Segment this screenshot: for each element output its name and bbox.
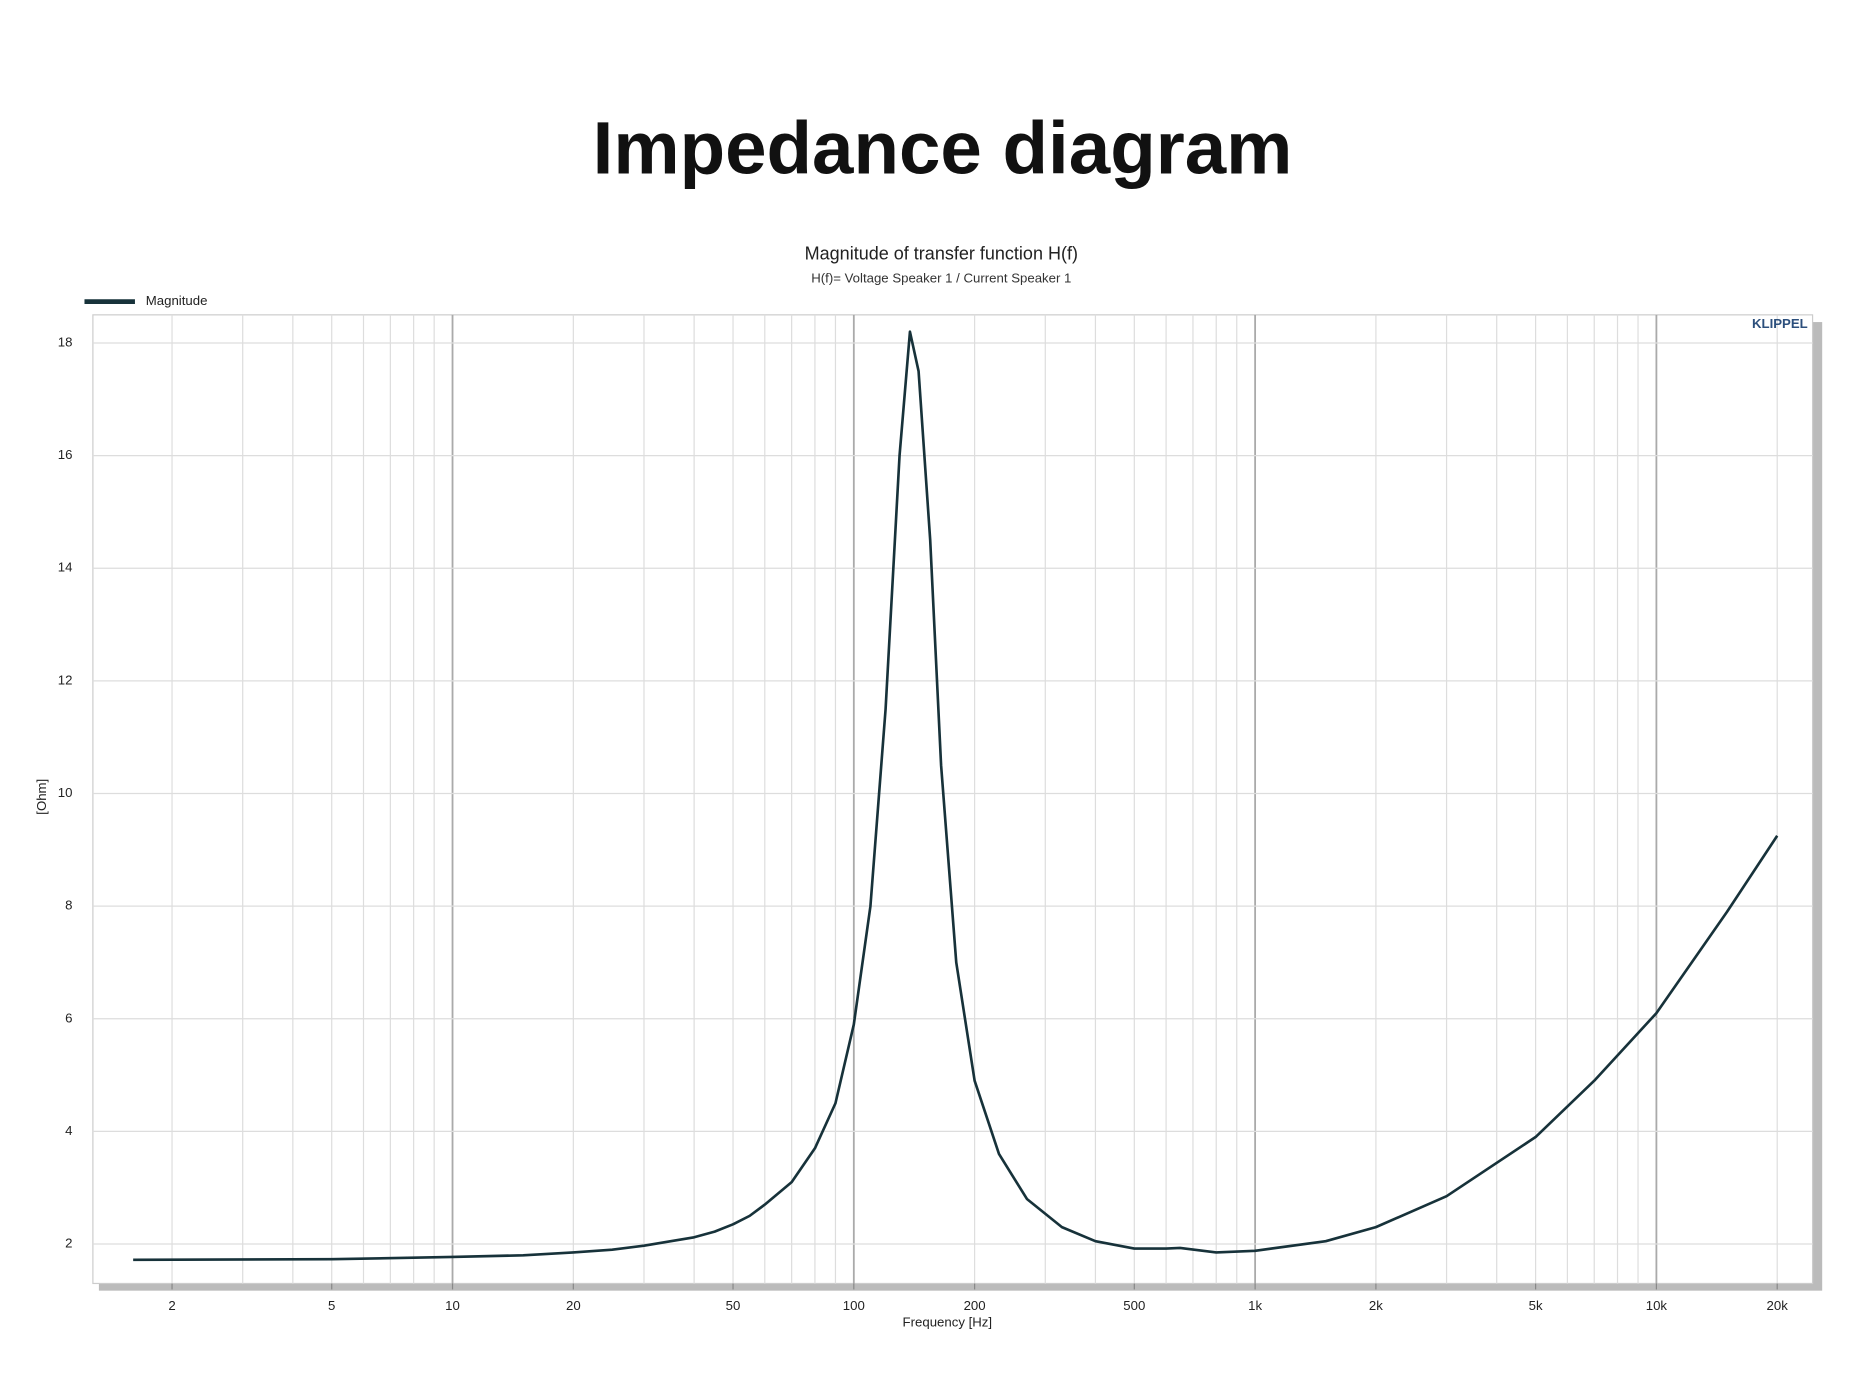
watermark: KLIPPEL bbox=[1752, 316, 1808, 331]
line-series bbox=[133, 330, 1779, 1262]
x-tick-label: 50 bbox=[726, 1298, 741, 1313]
y-axis-label: [Ohm] bbox=[34, 779, 49, 815]
y-tick-label: 16 bbox=[58, 447, 73, 462]
y-tick-label: 8 bbox=[65, 898, 72, 913]
x-tick-label: 500 bbox=[1123, 1298, 1145, 1313]
x-tick-label: 5 bbox=[328, 1298, 335, 1313]
y-tick-label: 2 bbox=[65, 1236, 72, 1251]
x-tick-label: 100 bbox=[843, 1298, 865, 1313]
x-tick-label: 20k bbox=[1767, 1298, 1789, 1313]
chart-subtitle: H(f)= Voltage Speaker 1 / Current Speake… bbox=[811, 270, 1071, 285]
chart-title: Magnitude of transfer function H(f) bbox=[805, 244, 1078, 264]
x-tick-label: 2 bbox=[168, 1298, 175, 1313]
x-axis-label: Frequency [Hz] bbox=[903, 1315, 993, 1330]
x-tick-label: 5k bbox=[1529, 1298, 1543, 1313]
y-tick-label: 18 bbox=[58, 334, 73, 349]
x-tick-label: 200 bbox=[964, 1298, 986, 1313]
y-tick-label: 12 bbox=[58, 672, 73, 687]
x-tick-label: 20 bbox=[566, 1298, 581, 1313]
x-tick-label: 10 bbox=[445, 1298, 460, 1313]
x-tick-label: 1k bbox=[1248, 1298, 1262, 1313]
y-tick-label: 4 bbox=[65, 1123, 72, 1138]
y-tick-label: 14 bbox=[58, 560, 73, 575]
page-title: Impedance diagram bbox=[593, 107, 1293, 190]
y-tick-label: 10 bbox=[58, 785, 73, 800]
plot-area bbox=[92, 314, 1814, 1285]
x-tick-label: 2k bbox=[1369, 1298, 1383, 1313]
x-tick-label: 10k bbox=[1646, 1298, 1668, 1313]
y-tick-label: 6 bbox=[65, 1010, 72, 1025]
legend-label: Magnitude bbox=[146, 293, 208, 308]
